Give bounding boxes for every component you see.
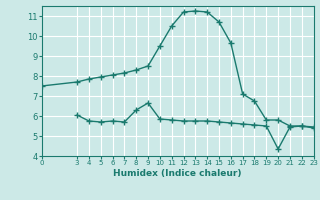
X-axis label: Humidex (Indice chaleur): Humidex (Indice chaleur) <box>113 169 242 178</box>
